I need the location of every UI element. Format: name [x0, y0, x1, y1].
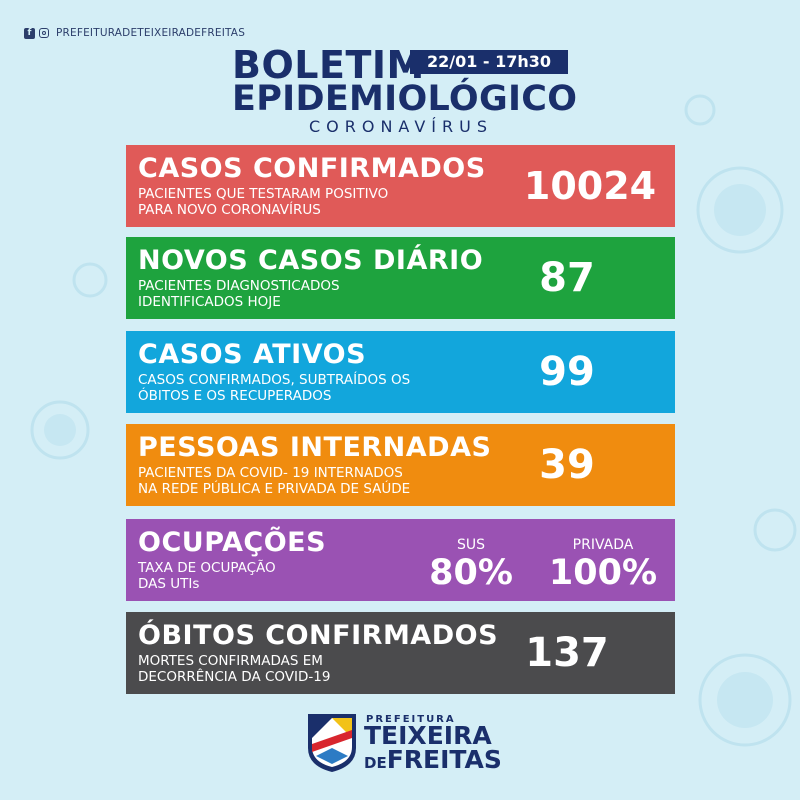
- logo-line1: PREFEITURA: [366, 714, 456, 725]
- private-label: PRIVADA: [572, 537, 634, 553]
- panel-value: 87: [539, 255, 595, 301]
- panel-heading: NOVOS CASOS DIÁRIO: [138, 245, 484, 276]
- date-badge: 22/01 - 17h30: [410, 50, 568, 74]
- panel-value: 99: [539, 349, 595, 395]
- panel-value: 39: [539, 442, 595, 488]
- panel-heading: OCUPAÇÕES: [138, 527, 327, 558]
- private-value: 100%: [548, 553, 658, 593]
- panel-value: 137: [525, 630, 609, 676]
- sus-label: SUS: [456, 537, 486, 553]
- panel-description: TAXA DE OCUPAÇÃO DAS UTIs: [138, 560, 276, 592]
- title-epidemiologico: EPIDEMIOLÓGICO: [232, 79, 578, 119]
- panel-pessoas-internadas: PESSOAS INTERNADAS PACIENTES DA COVID- 1…: [126, 424, 675, 506]
- facebook-icon: f: [24, 27, 35, 39]
- panel-novos-casos: NOVOS CASOS DIÁRIO PACIENTES DIAGNOSTICA…: [126, 237, 675, 319]
- panel-description: PACIENTES QUE TESTARAM POSITIVO PARA NOV…: [138, 186, 389, 218]
- panel-obitos-confirmados: ÓBITOS CONFIRMADOS MORTES CONFIRMADAS EM…: [126, 612, 675, 694]
- panel-casos-ativos: CASOS ATIVOS CASOS CONFIRMADOS, SUBTRAÍD…: [126, 331, 675, 413]
- panel-heading: ÓBITOS CONFIRMADOS: [138, 620, 499, 651]
- panel-casos-confirmados: CASOS CONFIRMADOS PACIENTES QUE TESTARAM…: [126, 145, 675, 227]
- panel-value: 10024: [523, 164, 657, 208]
- social-bar: f PREFEITURADETEIXEIRADEFREITAS: [24, 26, 245, 40]
- instagram-icon: [39, 28, 49, 38]
- logo-de: DE: [364, 754, 387, 772]
- panel-heading: CASOS ATIVOS: [138, 339, 367, 370]
- panel-description: PACIENTES DIAGNOSTICADOS IDENTIFICADOS H…: [138, 278, 340, 310]
- panel-description: PACIENTES DA COVID- 19 INTERNADOS NA RED…: [138, 465, 411, 497]
- title-boletim: BOLETIM: [232, 43, 425, 87]
- subtitle-coronavirus: CORONAVÍRUS: [308, 117, 493, 136]
- shield-icon: [308, 714, 356, 772]
- sus-value: 80%: [429, 553, 513, 593]
- panel-heading: PESSOAS INTERNADAS: [138, 432, 492, 463]
- panel-ocupacoes: OCUPAÇÕES TAXA DE OCUPAÇÃO DAS UTIs SUS …: [126, 519, 675, 601]
- panel-heading: CASOS CONFIRMADOS: [138, 153, 486, 184]
- panel-description: MORTES CONFIRMADAS EM DECORRÊNCIA DA COV…: [138, 653, 331, 685]
- prefeitura-logo: PREFEITURA TEIXEIRA DEFREITAS: [306, 708, 506, 778]
- social-handle: PREFEITURADETEIXEIRADEFREITAS: [56, 27, 246, 39]
- logo-line2: TEIXEIRA: [364, 721, 492, 750]
- logo-line3: DEFREITAS: [364, 746, 502, 777]
- logo-freitas: FREITAS: [386, 745, 502, 774]
- panel-description: CASOS CONFIRMADOS, SUBTRAÍDOS OS ÓBITOS …: [138, 372, 411, 404]
